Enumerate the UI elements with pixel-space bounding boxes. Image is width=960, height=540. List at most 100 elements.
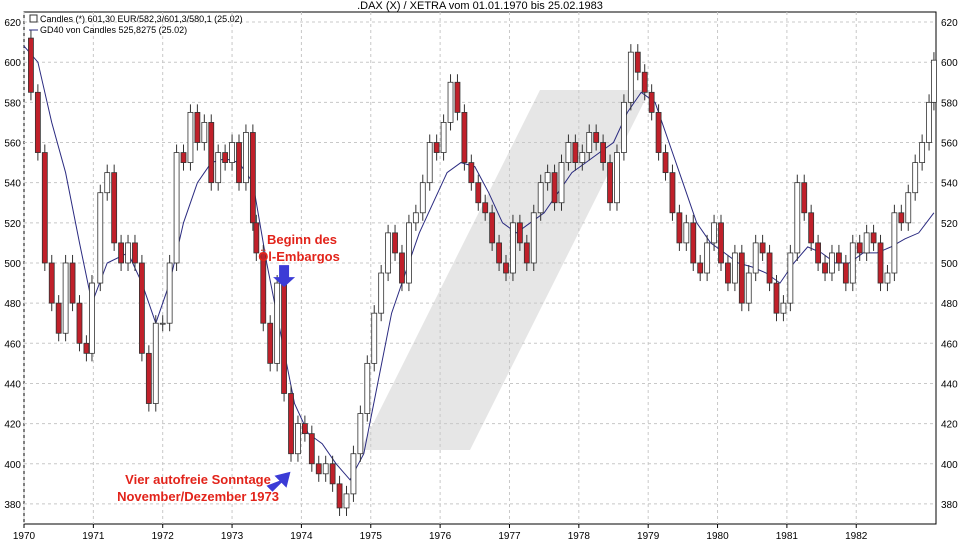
candle xyxy=(676,212,683,244)
candle xyxy=(447,81,454,123)
chart-title: .DAX (X) / XETRA vom 01.01.1970 bis 25.0… xyxy=(357,0,603,12)
y-tick-label-left: 460 xyxy=(4,339,21,350)
x-tick-label: 1973 xyxy=(221,531,244,540)
arrow-down-icon xyxy=(273,265,296,288)
candle xyxy=(919,142,926,163)
candle xyxy=(253,222,260,254)
ma-series xyxy=(23,45,935,481)
candle xyxy=(166,262,173,324)
y-tick-label-right: 500 xyxy=(941,259,958,270)
y-tick-label-right: 440 xyxy=(941,379,958,390)
annotation-embargo-line1: Beginn des xyxy=(267,232,337,247)
candle xyxy=(301,423,308,435)
annotations: Beginn des Öl-Embargos Vier autofreie Sonn… xyxy=(117,232,340,504)
candle xyxy=(419,182,426,214)
candle xyxy=(468,162,475,184)
candle xyxy=(662,152,669,174)
x-tick-label: 1978 xyxy=(568,531,591,540)
candle xyxy=(711,222,717,244)
candle xyxy=(787,252,794,304)
candle xyxy=(489,212,496,244)
x-tick-label: 1981 xyxy=(776,531,799,540)
candle xyxy=(55,302,62,334)
candle xyxy=(260,252,267,324)
candle xyxy=(530,212,537,264)
candle xyxy=(849,242,856,284)
grid xyxy=(23,12,936,524)
y-tick-label-left: 500 xyxy=(4,259,21,270)
candle xyxy=(308,433,315,465)
candle xyxy=(399,252,405,284)
candle xyxy=(406,222,412,284)
x-tick-label: 1979 xyxy=(637,531,660,540)
candle xyxy=(97,192,104,284)
candle xyxy=(808,212,815,244)
candle xyxy=(926,101,932,143)
y-tick-label-left: 480 xyxy=(4,299,21,310)
legend: Candles (*) 601,30 EUR/582,3/601,3/580,1… xyxy=(29,14,243,35)
candle xyxy=(725,262,731,284)
candle xyxy=(152,322,159,404)
y-tick-label-left: 440 xyxy=(4,379,21,390)
y-tick-label-right: 620 xyxy=(941,18,958,29)
y-tick-label-right: 540 xyxy=(941,179,958,190)
x-tick-label: 1976 xyxy=(429,531,452,540)
candle xyxy=(440,122,447,153)
candle xyxy=(62,262,69,334)
candle xyxy=(145,352,152,404)
candle xyxy=(766,252,773,284)
candle xyxy=(836,252,842,264)
candle xyxy=(759,242,766,254)
candle xyxy=(697,262,704,274)
candle xyxy=(523,242,530,264)
candle xyxy=(579,152,586,163)
candle xyxy=(738,252,745,304)
candle xyxy=(267,322,274,364)
candle xyxy=(752,242,759,274)
candle xyxy=(475,182,482,204)
legend-candles: Candles (*) 601,30 EUR/582,3/601,3/580,1… xyxy=(40,14,243,24)
x-tick-label: 1974 xyxy=(290,531,313,540)
candle xyxy=(173,152,180,264)
candle xyxy=(503,262,509,274)
y-tick-label-left: 560 xyxy=(4,139,21,150)
candle xyxy=(180,152,187,163)
y-tick-label-left: 400 xyxy=(4,460,21,471)
candle xyxy=(350,453,357,495)
y-tick-label-right: 520 xyxy=(941,219,958,230)
candle xyxy=(863,232,870,254)
legend-candle-swatch xyxy=(29,14,38,23)
candle xyxy=(842,262,849,284)
candle xyxy=(593,132,600,143)
candle xyxy=(69,262,76,304)
x-tick-label: 1982 xyxy=(845,531,868,540)
candle xyxy=(931,59,937,103)
candle xyxy=(28,37,34,93)
candle xyxy=(829,252,835,274)
candle xyxy=(343,493,350,509)
candle xyxy=(281,282,287,394)
candle xyxy=(187,111,194,163)
candle xyxy=(236,142,242,184)
candle xyxy=(621,101,627,153)
y-tick-label-right: 480 xyxy=(941,299,958,310)
y-tick-label-left: 520 xyxy=(4,219,21,230)
candle xyxy=(516,222,523,244)
candle xyxy=(378,272,385,314)
candle xyxy=(565,142,572,163)
arrow-diagonal-icon xyxy=(266,471,291,492)
candle xyxy=(132,242,138,264)
candle xyxy=(83,342,90,354)
candle xyxy=(731,252,738,284)
candle xyxy=(870,232,877,244)
y-axis-left: 380 400 420 440 460 480 500 520 540 560 580 600 620 xyxy=(4,18,21,511)
candle xyxy=(641,71,648,93)
candle xyxy=(801,182,808,214)
candle xyxy=(482,202,489,214)
candle xyxy=(780,302,787,314)
candle xyxy=(139,262,145,354)
x-tick-label: 1970 xyxy=(13,531,36,540)
candle xyxy=(385,232,392,274)
x-tick-label: 1980 xyxy=(706,531,729,540)
